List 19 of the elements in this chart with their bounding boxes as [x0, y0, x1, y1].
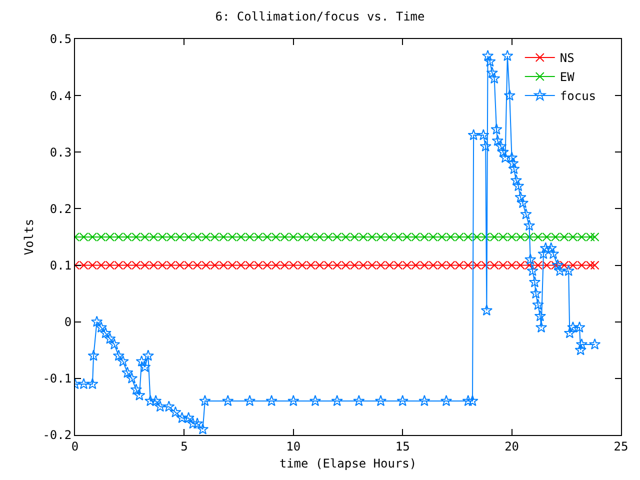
legend-label: EW: [560, 70, 576, 84]
y-tick-label: 0.1: [50, 258, 72, 272]
x-axis-title: time (Elapse Hours): [279, 456, 417, 470]
y-tick-label: 0: [64, 315, 72, 330]
x-tick-label: 15: [395, 439, 410, 454]
y-axis-title: Volts: [22, 218, 36, 256]
y-tick-label: 0.4: [50, 88, 72, 103]
y-tick-label: 0.5: [50, 32, 72, 46]
y-tick-label: -0.1: [42, 372, 72, 386]
x-tick-label: 5: [180, 439, 188, 454]
y-tick-label: 0.2: [50, 202, 72, 216]
y-tick-label: 0.3: [50, 145, 72, 160]
y-tick-label: -0.2: [42, 428, 72, 442]
x-tick-label: 10: [286, 439, 301, 454]
legend-label: NS: [560, 51, 574, 66]
x-tick-label: 20: [504, 439, 520, 454]
chart-title: 6: Collimation/focus vs. Time: [215, 9, 425, 24]
x-tick-label: 25: [614, 439, 628, 454]
legend-label: focus: [560, 89, 596, 104]
